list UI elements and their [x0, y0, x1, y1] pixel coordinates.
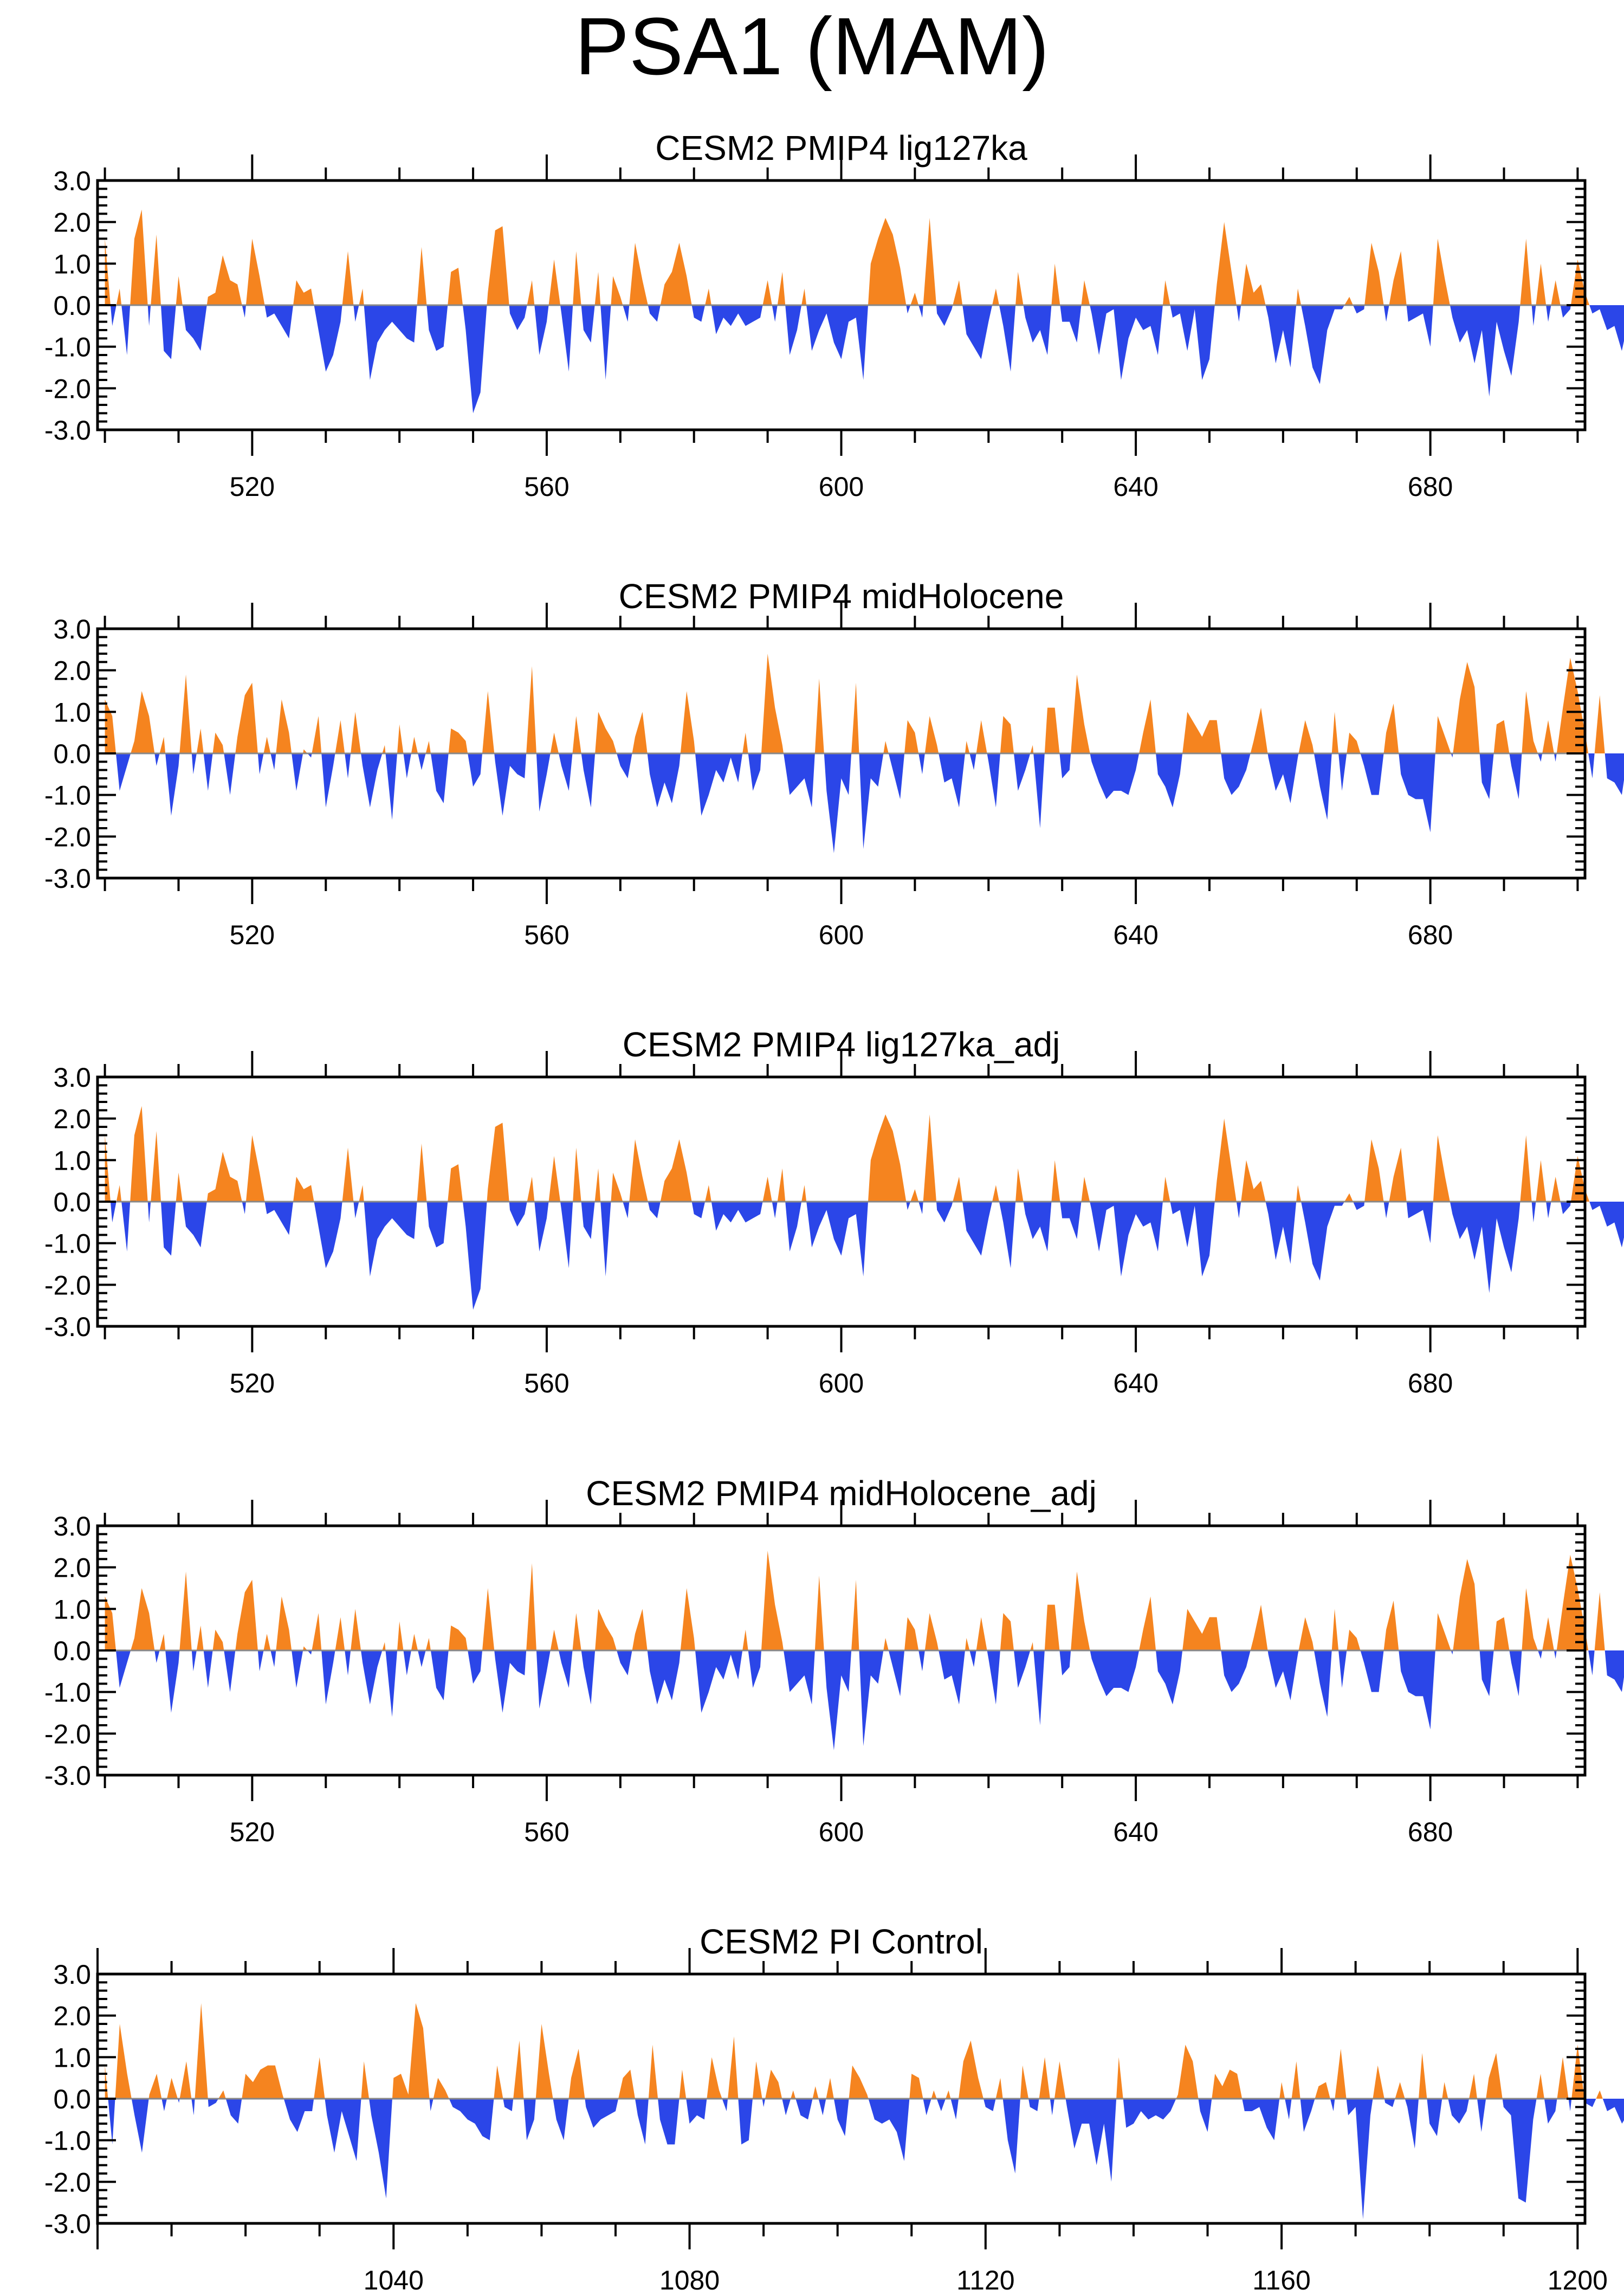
panel-5: CESM2 PI Control -3.0 -2.0 -1.0 0.0 1.0 2.0 3.0…	[44, 1922, 1624, 2295]
y-tick-label: 0.0	[53, 1636, 91, 1666]
y-tick-label: 0.0	[53, 291, 91, 321]
y-tick-label: 3.0	[53, 166, 91, 196]
y-tick-label: -1.0	[44, 781, 91, 811]
negative-area	[110, 1202, 1624, 1310]
x-tick-label: 520	[230, 920, 275, 950]
y-tick-label: -3.0	[44, 1312, 91, 1342]
y-tick-label: 1.0	[53, 1594, 91, 1624]
y-tick-label: 2.0	[53, 1104, 91, 1134]
y-tick-label: -1.0	[44, 2126, 91, 2156]
figure-title: PSA1 (MAM)	[574, 1, 1050, 92]
x-tick-label: 1080	[659, 2265, 720, 2295]
x-tick-label: 680	[1408, 1817, 1453, 1847]
panel-1: CESM2 PMIP4 lig127ka-3.0-2.0-1.00.01.02.…	[44, 128, 1624, 502]
x-tick-label: 680	[1408, 1368, 1453, 1398]
panel-title: CESM2 PI Control	[700, 1922, 983, 1961]
y-tick-label: 3.0	[53, 1959, 91, 1990]
x-tick-label: 1040	[364, 2265, 424, 2295]
y-tick-label: 0.0	[53, 1187, 91, 1217]
x-tick-label: 520	[230, 472, 275, 502]
y-tick-label: 1.0	[53, 1145, 91, 1176]
y-tick-label: 3.0	[53, 1511, 91, 1542]
y-tick-label: 1.0	[53, 2042, 91, 2073]
x-tick-label: 560	[524, 1817, 569, 1847]
y-tick-label: -3.0	[44, 863, 91, 894]
x-tick-label: 640	[1113, 1817, 1158, 1847]
negative-area	[110, 305, 1624, 414]
positive-area	[105, 1106, 1590, 1202]
y-tick-label: 3.0	[53, 614, 91, 644]
x-tick-label: 1160	[1252, 2265, 1311, 2295]
y-tick-label: -3.0	[44, 1760, 91, 1791]
panel-3: CESM2 PMIP4 lig127ka_adj-3.0-2.0-1.00.01…	[44, 1025, 1624, 1398]
y-tick-label: 3.0	[53, 1062, 91, 1093]
y-tick-label: -1.0	[44, 1229, 91, 1259]
positive-area	[105, 1551, 1605, 1650]
x-tick-label: 560	[524, 1368, 569, 1398]
x-tick-label: 600	[819, 920, 864, 950]
x-tick-label: 640	[1113, 920, 1158, 950]
y-tick-label: 2.0	[53, 1553, 91, 1583]
y-tick-label: 1.0	[53, 697, 91, 727]
y-tick-label: -2.0	[44, 2167, 91, 2197]
x-tick-label: 1200	[1548, 2265, 1608, 2295]
x-tick-label: 520	[230, 1368, 275, 1398]
y-tick-label: -1.0	[44, 1678, 91, 1708]
y-tick-label: -1.0	[44, 332, 91, 363]
x-tick-label: 640	[1113, 1368, 1158, 1398]
x-tick-label: 520	[230, 1817, 275, 1847]
y-tick-label: -3.0	[44, 415, 91, 446]
y-tick-label: 0.0	[53, 739, 91, 769]
x-tick-label: 560	[524, 472, 569, 502]
y-tick-label: 2.0	[53, 2001, 91, 2031]
x-tick-label: 680	[1408, 472, 1453, 502]
y-tick-label: 2.0	[53, 208, 91, 238]
positive-area	[105, 2003, 1603, 2099]
positive-area	[105, 654, 1605, 753]
x-tick-label: 1120	[956, 2265, 1015, 2295]
y-tick-label: 2.0	[53, 656, 91, 686]
x-tick-label: 600	[819, 472, 864, 502]
panel-4: CESM2 PMIP4 midHolocene_adj-3.0-2.0-1.00…	[44, 1474, 1624, 1847]
x-tick-label: 680	[1408, 920, 1453, 950]
negative-area	[115, 1650, 1624, 1750]
x-tick-label: 600	[819, 1817, 864, 1847]
y-tick-label: -2.0	[44, 373, 91, 404]
x-tick-label: 640	[1113, 472, 1158, 502]
negative-area	[108, 2099, 1624, 2220]
panel-2: CESM2 PMIP4 midHolocene-3.0-2.0-1.00.01.…	[44, 577, 1624, 950]
y-tick-label: -2.0	[44, 1719, 91, 1749]
positive-area	[105, 209, 1590, 305]
negative-area	[115, 753, 1624, 853]
y-tick-label: -2.0	[44, 1270, 91, 1300]
y-tick-label: -3.0	[44, 2209, 91, 2239]
y-tick-label: -2.0	[44, 822, 91, 852]
y-tick-label: 0.0	[53, 2084, 91, 2114]
x-tick-label: 600	[819, 1368, 864, 1398]
y-tick-label: 1.0	[53, 249, 91, 279]
x-tick-label: 560	[524, 920, 569, 950]
